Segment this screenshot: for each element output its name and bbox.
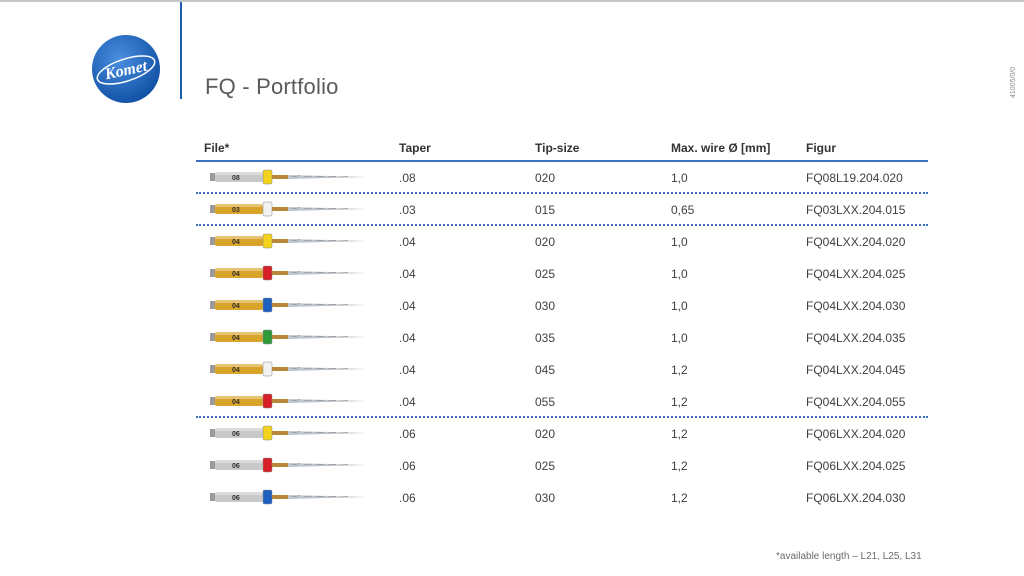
page-title: FQ - Portfolio <box>205 74 339 99</box>
max-wire-cell: 1,0 <box>671 299 688 313</box>
table-row: 04 .04 055 1,2 FQ04LXX.204.055 <box>196 386 928 418</box>
tip-size-cell: 020 <box>535 427 556 441</box>
endodontic-file-image: 08 <box>210 169 368 185</box>
table-row: 04 .04 030 1,0 FQ04LXX.204.030 <box>196 290 928 322</box>
taper-cell: .04 <box>399 267 416 281</box>
endodontic-file-image: 06 <box>210 425 368 441</box>
taper-cell: .06 <box>399 427 416 441</box>
endodontic-file-image: 04 <box>210 297 368 313</box>
max-wire-cell: 1,2 <box>671 459 688 473</box>
svg-text:04: 04 <box>232 271 240 278</box>
svg-text:08: 08 <box>232 175 240 182</box>
taper-cell: .08 <box>399 171 416 185</box>
col-header-taper: Taper <box>399 141 431 155</box>
figur-cell: FQ04LXX.204.030 <box>806 299 906 313</box>
table-row: 06 .06 030 1,2 FQ06LXX.204.030 <box>196 482 928 514</box>
col-header-max-wire: Max. wire Ø [mm] <box>671 141 771 155</box>
table-row: 06 .06 025 1,2 FQ06LXX.204.025 <box>196 450 928 482</box>
endodontic-file-image: 04 <box>210 265 368 281</box>
tip-size-cell: 025 <box>535 459 556 473</box>
table-row: 08 .08 020 1,0 FQ08L19.204.020 <box>196 162 928 194</box>
table-row: 04 .04 045 1,2 FQ04LXX.204.045 <box>196 354 928 386</box>
top-border-line <box>0 0 1024 2</box>
table-header: File* Taper Tip-size Max. wire Ø [mm] Fi… <box>196 136 928 162</box>
endodontic-file-image: 03 <box>210 201 368 217</box>
svg-text:04: 04 <box>232 335 240 342</box>
max-wire-cell: 0,65 <box>671 203 695 217</box>
max-wire-cell: 1,0 <box>671 235 688 249</box>
max-wire-cell: 1,2 <box>671 395 688 409</box>
max-wire-cell: 1,2 <box>671 363 688 377</box>
taper-cell: .04 <box>399 299 416 313</box>
taper-cell: .06 <box>399 491 416 505</box>
table-row: 06 .06 020 1,2 FQ06LXX.204.020 <box>196 418 928 450</box>
endodontic-file-image: 06 <box>210 489 368 505</box>
taper-cell: .03 <box>399 203 416 217</box>
svg-text:06: 06 <box>232 463 240 470</box>
footnote: *available length – L21, L25, L31 <box>776 551 922 562</box>
header-divider <box>180 2 182 99</box>
figur-cell: FQ04LXX.204.020 <box>806 235 906 249</box>
taper-cell: .06 <box>399 459 416 473</box>
endodontic-file-image: 06 <box>210 457 368 473</box>
tip-size-cell: 045 <box>535 363 556 377</box>
svg-text:06: 06 <box>232 495 240 502</box>
document-code: 41005/0/0 <box>1010 66 1017 98</box>
svg-text:04: 04 <box>232 399 240 406</box>
table-row: 04 .04 020 1,0 FQ04LXX.204.020 <box>196 226 928 258</box>
tip-size-cell: 015 <box>535 203 556 217</box>
taper-cell: .04 <box>399 395 416 409</box>
tip-size-cell: 030 <box>535 491 556 505</box>
svg-text:04: 04 <box>232 303 240 310</box>
col-header-file: File* <box>204 141 230 155</box>
endodontic-file-image: 04 <box>210 329 368 345</box>
svg-text:03: 03 <box>232 207 240 214</box>
figur-cell: FQ06LXX.204.030 <box>806 491 906 505</box>
endodontic-file-image: 04 <box>210 361 368 377</box>
tip-size-cell: 055 <box>535 395 556 409</box>
figur-cell: FQ08L19.204.020 <box>806 171 903 185</box>
taper-cell: .04 <box>399 235 416 249</box>
max-wire-cell: 1,0 <box>671 171 688 185</box>
figur-cell: FQ03LXX.204.015 <box>806 203 906 217</box>
col-header-figur: Figur <box>806 141 836 155</box>
taper-cell: .04 <box>399 331 416 345</box>
figur-cell: FQ06LXX.204.020 <box>806 427 906 441</box>
tip-size-cell: 020 <box>535 235 556 249</box>
endodontic-file-image: 04 <box>210 393 368 409</box>
svg-text:04: 04 <box>232 367 240 374</box>
taper-cell: .04 <box>399 363 416 377</box>
figur-cell: FQ04LXX.204.055 <box>806 395 906 409</box>
svg-text:04: 04 <box>232 239 240 246</box>
tip-size-cell: 030 <box>535 299 556 313</box>
endodontic-file-image: 04 <box>210 233 368 249</box>
figur-cell: FQ04LXX.204.035 <box>806 331 906 345</box>
table-row: 04 .04 035 1,0 FQ04LXX.204.035 <box>196 322 928 354</box>
figur-cell: FQ06LXX.204.025 <box>806 459 906 473</box>
table-body: 08 .08 020 1,0 FQ08L19.204.020 03 .03 015 0,65 FQ… <box>196 162 928 514</box>
figur-cell: FQ04LXX.204.025 <box>806 267 906 281</box>
table-row: 04 .04 025 1,0 FQ04LXX.204.025 <box>196 258 928 290</box>
max-wire-cell: 1,0 <box>671 331 688 345</box>
svg-text:06: 06 <box>232 431 240 438</box>
tip-size-cell: 020 <box>535 171 556 185</box>
col-header-tip-size: Tip-size <box>535 141 580 155</box>
max-wire-cell: 1,2 <box>671 427 688 441</box>
max-wire-cell: 1,2 <box>671 491 688 505</box>
komet-logo: Komet <box>92 35 160 103</box>
figur-cell: FQ04LXX.204.045 <box>806 363 906 377</box>
table-row: 03 .03 015 0,65 FQ03LXX.204.015 <box>196 194 928 226</box>
portfolio-table: File* Taper Tip-size Max. wire Ø [mm] Fi… <box>196 136 928 514</box>
max-wire-cell: 1,0 <box>671 267 688 281</box>
tip-size-cell: 035 <box>535 331 556 345</box>
tip-size-cell: 025 <box>535 267 556 281</box>
